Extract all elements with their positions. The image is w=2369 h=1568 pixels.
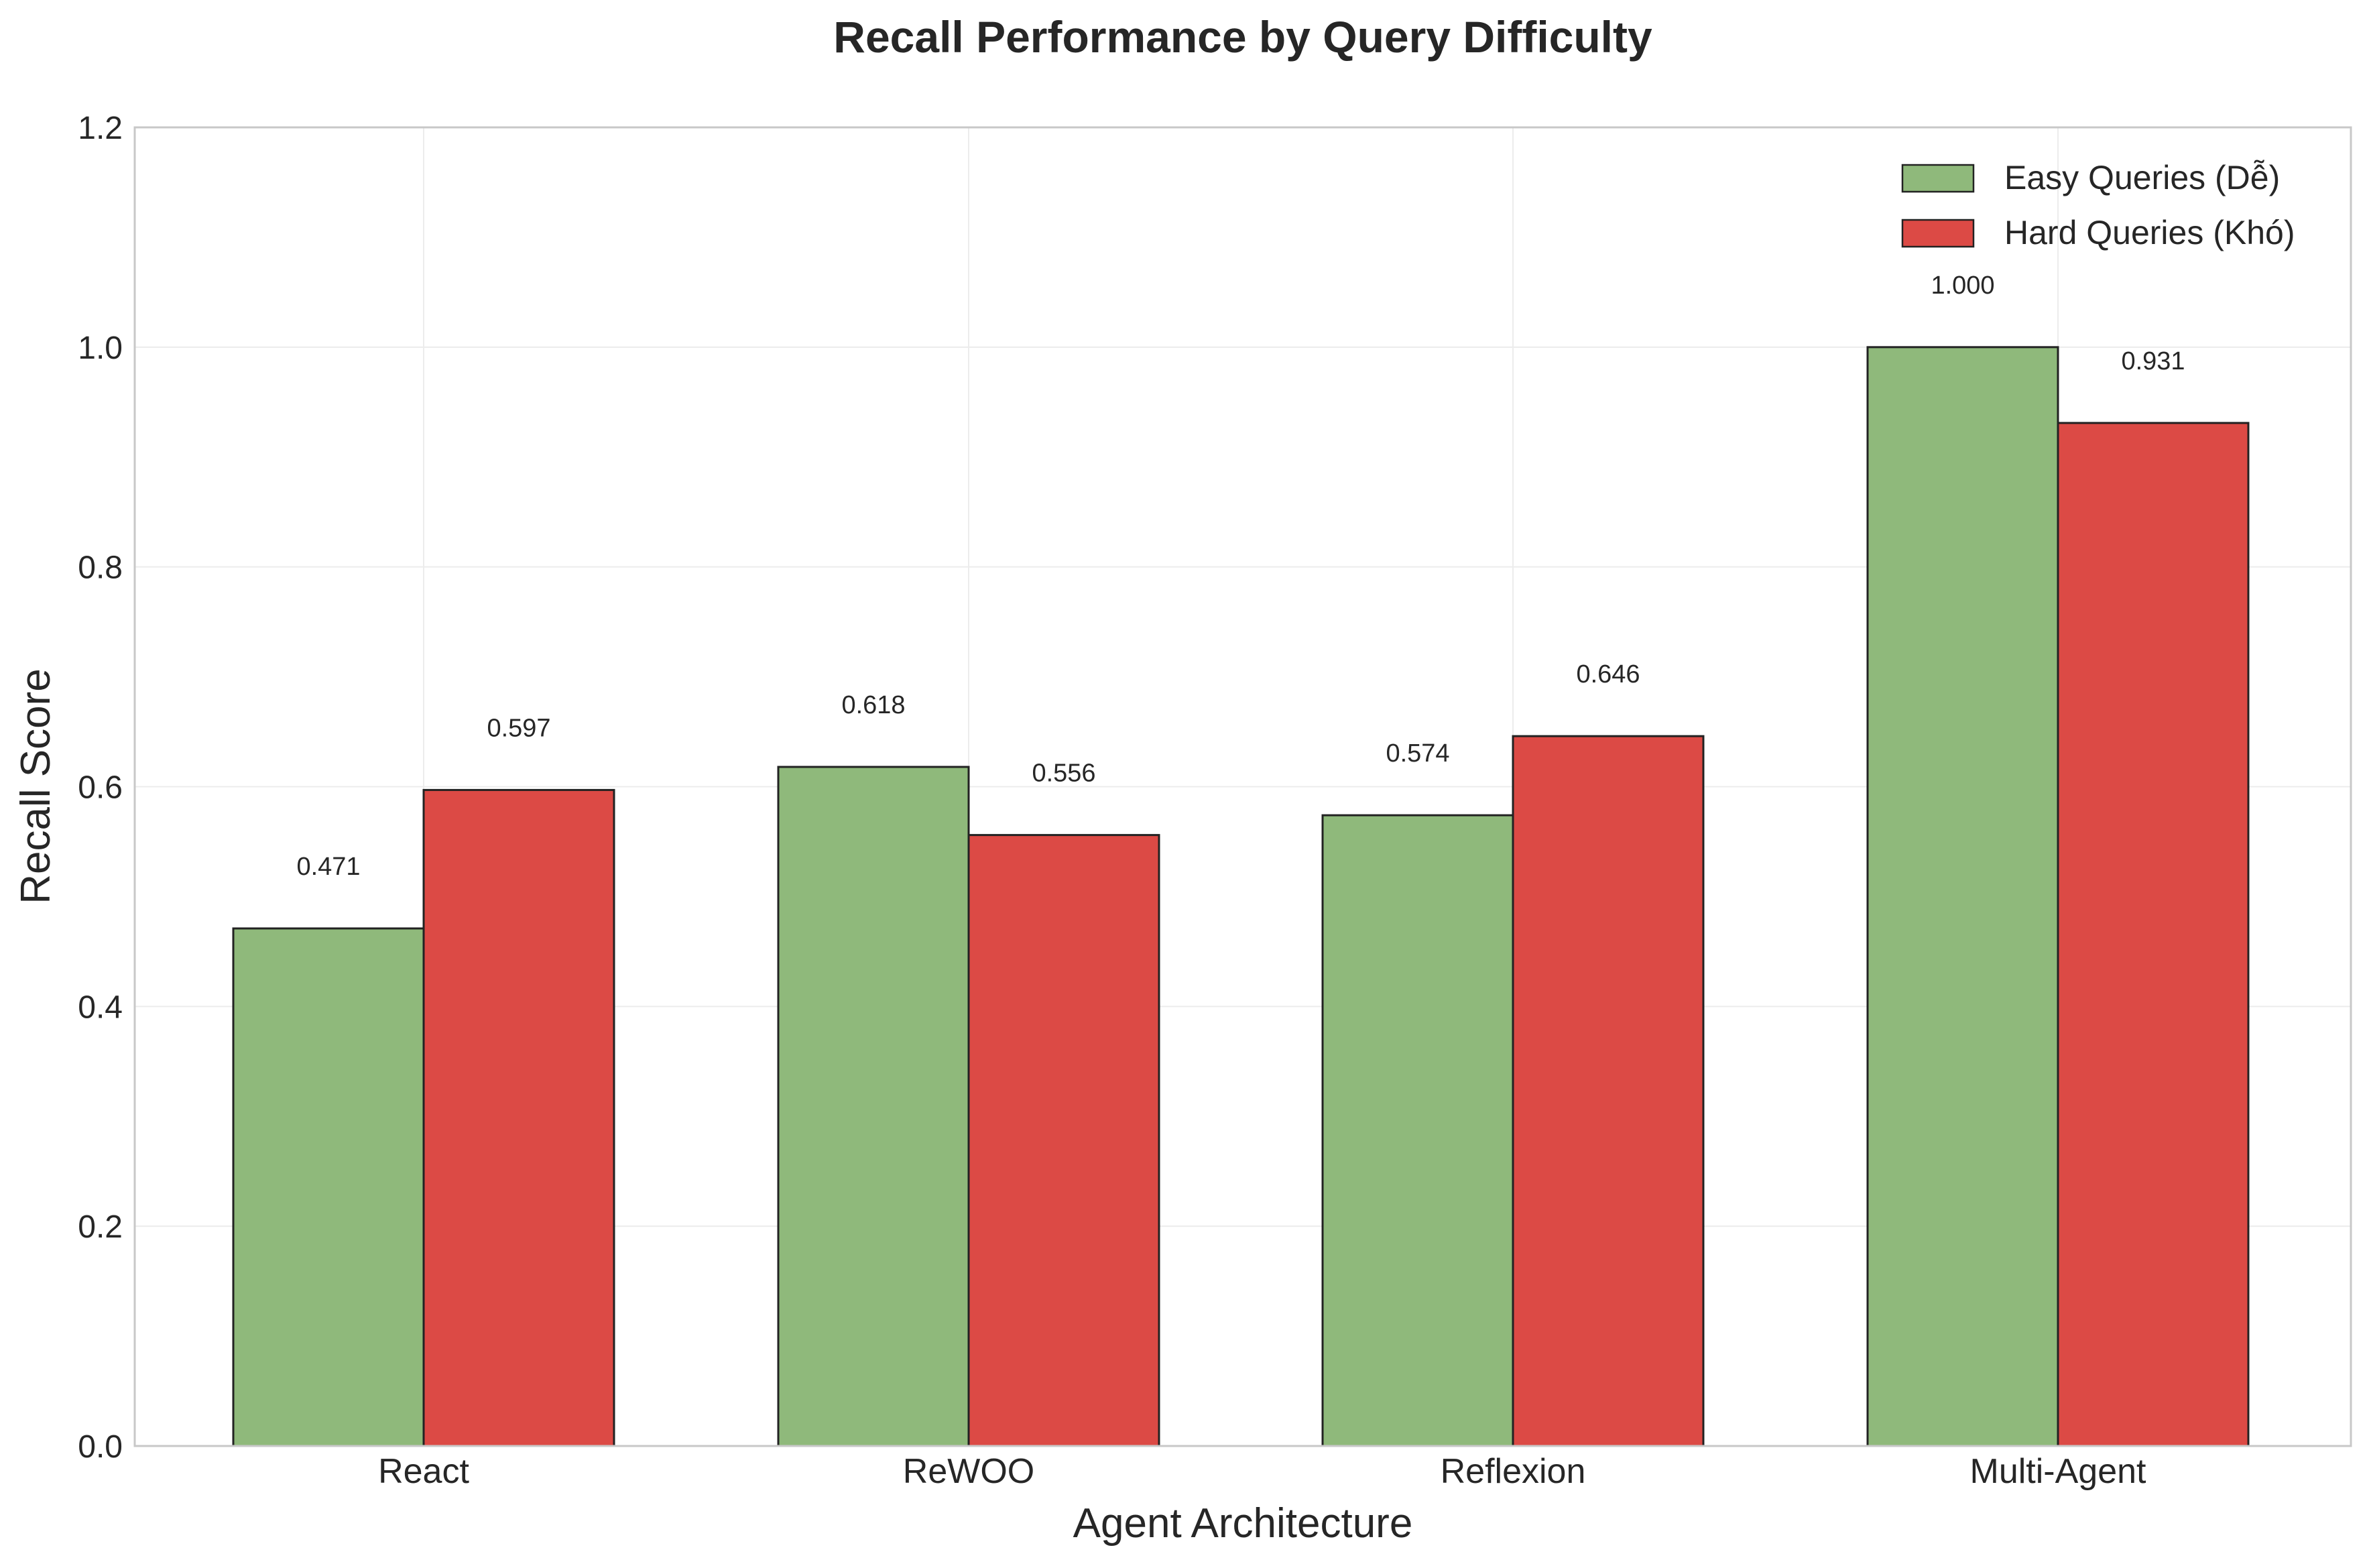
- bars-group: [232, 346, 2250, 1447]
- legend-label-hard: Hard Queries (Khó): [2004, 214, 2295, 251]
- bar-value-label: 1.000: [1931, 272, 1994, 300]
- x-tick-label: React: [378, 1452, 469, 1491]
- x-tick-label: Reflexion: [1441, 1452, 1586, 1491]
- y-tick-label: 1.0: [78, 330, 123, 366]
- legend: Easy Queries (Dễ) Hard Queries (Khó): [1901, 159, 2295, 251]
- y-tick-label: 0.8: [78, 550, 123, 586]
- y-tick-label: 0.6: [78, 770, 123, 806]
- x-axis-label: Agent Architecture: [1073, 1500, 1413, 1547]
- axes-group: 0.0 0.2 0.4 0.6 0.8 1.0 1.2 React ReWOO Reflexion…: [78, 111, 2146, 1491]
- bar-hard-react: [422, 788, 615, 1447]
- y-tick-label: 0.0: [78, 1429, 123, 1465]
- bar-easy-reflexion: [1321, 814, 1514, 1447]
- bar-hard-rewoo: [967, 834, 1160, 1447]
- legend-label-easy: Easy Queries (Dễ): [2004, 159, 2280, 196]
- y-tick-label: 1.2: [78, 111, 123, 146]
- bar-easy-rewoo: [777, 766, 970, 1447]
- legend-swatch-hard: [1901, 219, 1975, 248]
- chart-title: Recall Performance by Query Difficulty: [833, 12, 1652, 62]
- bar-hard-multi-agent: [2057, 422, 2250, 1447]
- bar-value-label: 0.574: [1386, 739, 1449, 768]
- bar-easy-react: [232, 927, 425, 1447]
- y-tick-label: 0.2: [78, 1209, 123, 1245]
- bar-value-label: 0.931: [2121, 347, 2185, 375]
- bar-value-label: 0.597: [487, 714, 550, 742]
- bar-easy-multi-agent: [1866, 346, 2059, 1447]
- plot-frame: [133, 126, 2352, 1447]
- y-tick-label: 0.4: [78, 989, 123, 1025]
- y-axis-label: Recall Score: [13, 668, 59, 904]
- bar-value-label: 0.646: [1576, 660, 1640, 688]
- x-tick-label: ReWOO: [903, 1452, 1034, 1491]
- bar-hard-reflexion: [1512, 735, 1705, 1447]
- x-tick-label: Multi-Agent: [1970, 1452, 2147, 1491]
- bar-value-label: 0.618: [841, 691, 905, 719]
- legend-swatch-easy: [1901, 164, 1975, 193]
- bar-value-label: 0.556: [1032, 760, 1095, 788]
- data-labels-group: 0.471 0.618 0.574 1.000 0.597 0.556 0.646 0.931: [296, 272, 2185, 881]
- bar-value-label: 0.471: [296, 853, 360, 881]
